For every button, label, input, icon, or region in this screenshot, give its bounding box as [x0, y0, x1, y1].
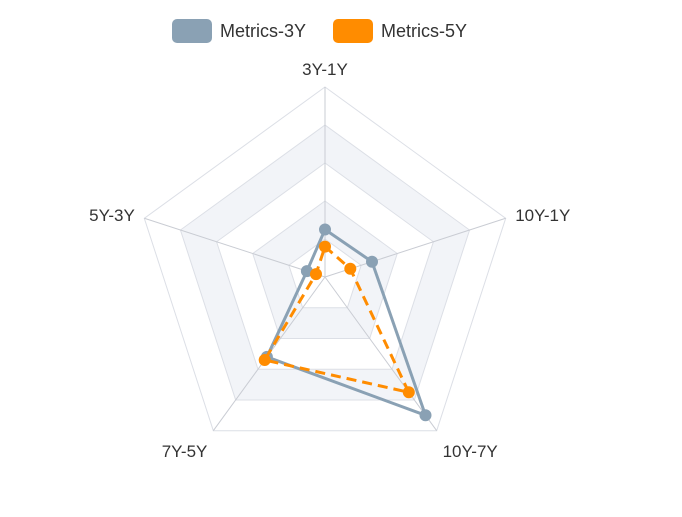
data-point-metrics-3y-1 — [366, 255, 378, 268]
legend-label-metrics-5y: Metrics-5Y — [381, 20, 468, 41]
radar-ring-3 — [215, 162, 435, 370]
radar-spoke-2 — [324, 276, 438, 432]
axis-label-5y-3y: 5Y-3Y — [89, 206, 135, 225]
radar-ring-4 — [179, 124, 471, 401]
radar-spoke-4 — [144, 217, 326, 278]
axis-label-10y-7y: 10Y-7Y — [443, 442, 498, 461]
data-point-metrics-5y-0 — [319, 240, 331, 253]
legend-item-metrics-5y[interactable]: Metrics-5Y — [333, 18, 467, 44]
legend-item-metrics-3y[interactable]: Metrics-3Y — [172, 18, 306, 44]
legend-swatch-metrics-5y — [333, 19, 373, 43]
radar-ring-1 — [288, 238, 362, 309]
legend-swatch-metrics-3y — [172, 19, 212, 43]
data-point-metrics-5y-4 — [310, 268, 322, 281]
axis-label-3y-1y: 3Y-1Y — [302, 60, 348, 79]
axis-label-7y-5y: 7Y-5Y — [162, 442, 208, 461]
data-point-metrics-5y-3 — [258, 354, 271, 366]
data-point-metrics-5y-2 — [402, 386, 415, 399]
data-point-metrics-3y-2 — [419, 409, 432, 422]
legend-label-metrics-3y: Metrics-3Y — [220, 20, 307, 41]
radar-ring-5 — [143, 86, 507, 432]
legend: Metrics-3Y Metrics-5Y — [0, 18, 682, 44]
data-point-metrics-3y-0 — [319, 223, 331, 236]
series-line-metrics-3y — [265, 228, 428, 417]
axis-label-10y-1y: 10Y-1Y — [515, 206, 570, 225]
data-point-metrics-5y-1 — [344, 262, 357, 275]
radar-ring-2 — [252, 200, 398, 339]
